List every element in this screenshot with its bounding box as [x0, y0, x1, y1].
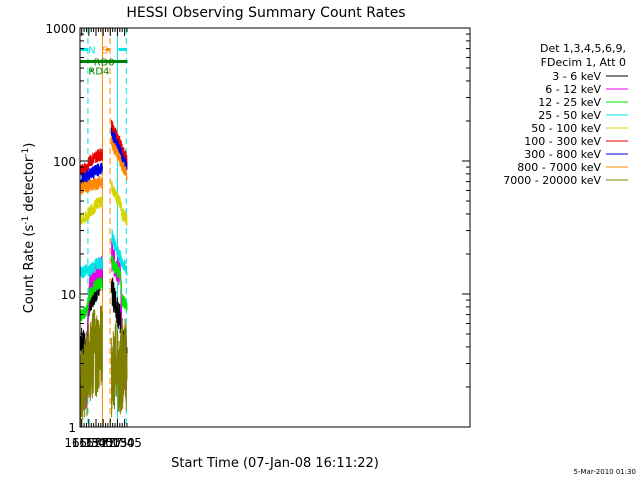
legend-header-line1: Det 1,3,4,5,6,9, [540, 42, 626, 55]
flag-label: S [102, 45, 108, 56]
plot-frame [79, 27, 471, 428]
legend-label: 25 - 50 keV [538, 109, 601, 122]
flag-label: RD4 [88, 66, 109, 77]
series-line [80, 305, 128, 428]
x-tick-label: 17:30 [100, 436, 135, 450]
legend-label: 3 - 6 keV [552, 70, 601, 83]
legend-label: 800 - 7000 keV [517, 161, 601, 174]
series-line [80, 255, 128, 322]
y-tick-label: 1000 [45, 22, 76, 36]
series-group [80, 119, 128, 428]
series-line [80, 180, 128, 226]
legend-label: 12 - 25 keV [538, 96, 601, 109]
x-tick-label: 17:45 [107, 436, 142, 450]
y-axis: 1 10 100 1000 [45, 22, 470, 435]
series-line [80, 135, 128, 195]
y-label-part1: Count Rate (s [22, 225, 37, 314]
y-tick-label: 10 [61, 288, 76, 302]
legend-label: 6 - 12 keV [545, 83, 601, 96]
y-label-exponent2: -1 [21, 148, 31, 157]
x-tick-label: 16:45 [79, 436, 114, 450]
y-tick-label: 100 [53, 155, 76, 169]
y-label-part2: detector [22, 156, 37, 216]
legend-label: 300 - 800 keV [524, 148, 601, 161]
y-label-exponent1: -1 [21, 216, 31, 225]
x-tick-label: 16:30 [72, 436, 107, 450]
x-tick-label: 17:00 [86, 436, 121, 450]
flag-label: N [88, 45, 95, 56]
footer-timestamp: 5-Mar-2010 01:30 [574, 468, 636, 476]
legend-label: 7000 - 20000 keV [503, 174, 601, 187]
y-label-part3: ) [22, 143, 37, 148]
flag-label: RD0 [94, 57, 115, 68]
chart-title: HESSI Observing Summary Count Rates [126, 5, 405, 21]
series-line [80, 119, 128, 176]
legend-label: 50 - 100 keV [531, 122, 601, 135]
x-axis-label: Start Time (07-Jan-08 16:11:22) [171, 456, 379, 471]
series-line [80, 229, 128, 279]
y-tick-label: 1 [68, 421, 76, 435]
y-axis-label: Count Rate (s-1 detector-1) [21, 143, 37, 314]
x-tick-label: 17:15 [93, 436, 128, 450]
legend-label: 100 - 300 keV [524, 135, 601, 148]
x-tick-label: 16:15 [64, 436, 99, 450]
legend-header-line2: FDecim 1, Att 0 [541, 56, 626, 69]
